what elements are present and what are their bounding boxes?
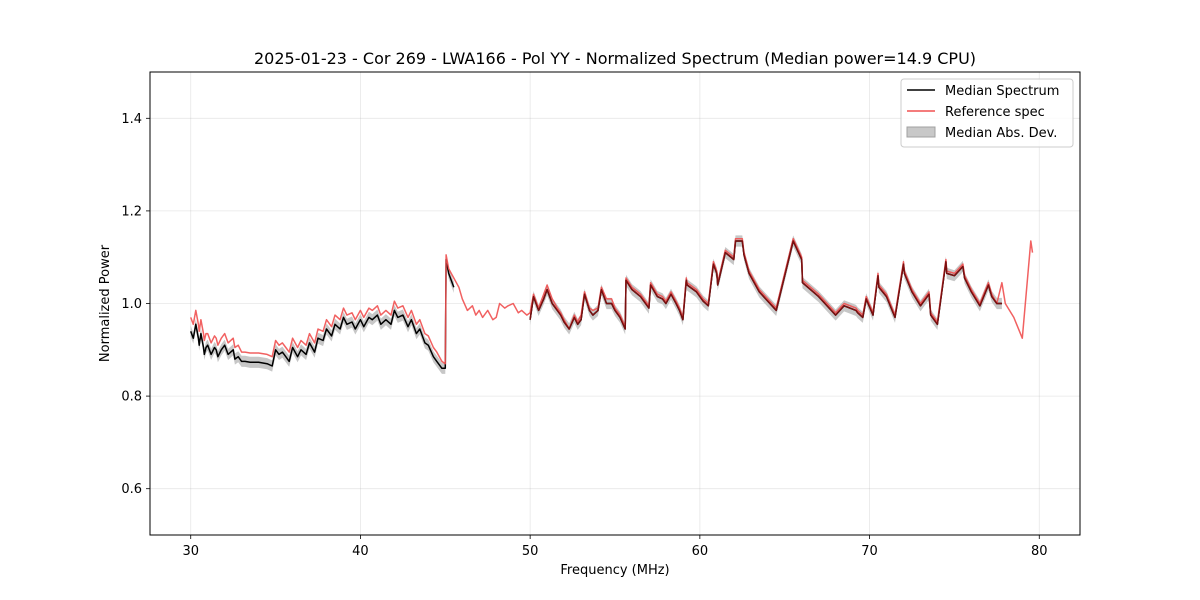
mad-band [190, 254, 454, 374]
median-spectrum-line [189, 258, 455, 370]
x-tick-label: 50 [522, 544, 539, 559]
median-reference-overlap-line [529, 240, 1002, 330]
x-tick-label: 60 [692, 544, 709, 559]
data-layer [189, 235, 1034, 374]
y-tick-label: 0.8 [121, 390, 142, 405]
legend-mad-swatch [906, 126, 936, 138]
reference-spec-line [189, 237, 1034, 365]
x-axis-label: Frequency (MHz) [560, 563, 669, 578]
legend-reference-label: Reference spec [945, 105, 1045, 120]
x-tick-label: 80 [1031, 544, 1048, 559]
legend-frame [900, 78, 1074, 148]
y-tick-label: 1.2 [121, 204, 142, 219]
y-axis-label: Normalized Power [98, 244, 113, 362]
mad-band [530, 235, 1002, 335]
x-tick-label: 40 [352, 544, 369, 559]
legend: Median Spectrum Reference spec Median Ab… [900, 78, 1074, 148]
y-tick-label: 1.4 [121, 112, 142, 127]
axis-ticks: 30 40 50 60 70 80 0.6 0.8 1.0 1.2 1.4 [121, 112, 1047, 559]
chart-title: 2025-01-23 - Cor 269 - LWA166 - Pol YY -… [254, 49, 976, 68]
x-tick-label: 70 [861, 544, 878, 559]
x-tick-label: 30 [182, 544, 199, 559]
y-tick-label: 1.0 [121, 297, 142, 312]
y-tick-label: 0.6 [121, 482, 142, 497]
legend-median-label: Median Spectrum [945, 84, 1059, 99]
legend-mad-label: Median Abs. Dev. [945, 126, 1057, 141]
